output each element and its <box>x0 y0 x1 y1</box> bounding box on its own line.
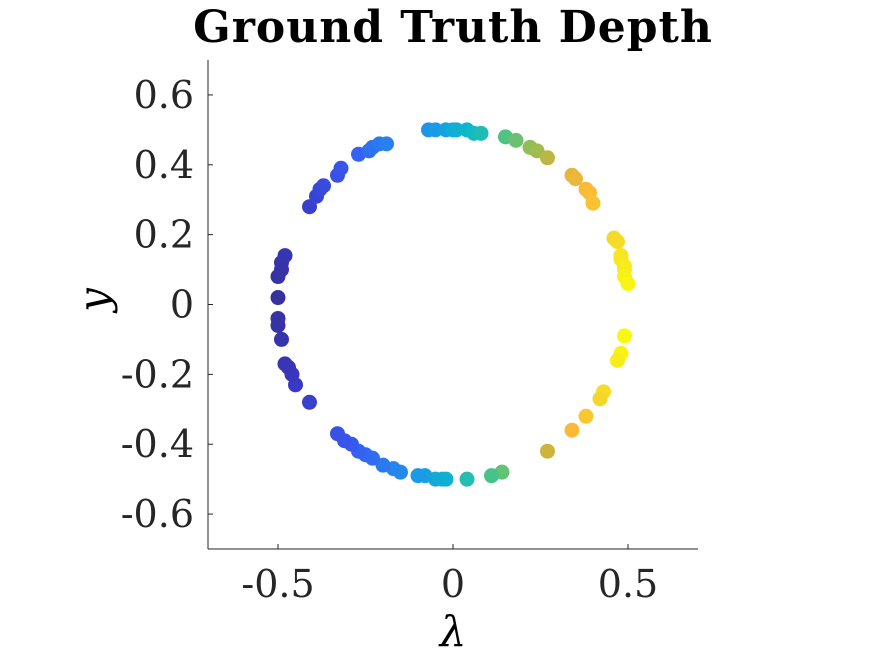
data-point <box>449 122 464 138</box>
data-point <box>540 443 555 459</box>
data-point <box>379 136 394 152</box>
chart-title: Ground Truth Depth <box>193 2 713 53</box>
x-tick-label: -0.5 <box>241 562 314 606</box>
data-point <box>316 178 331 194</box>
data-point <box>564 422 580 438</box>
data-point <box>610 352 625 368</box>
data-point <box>302 394 317 410</box>
y-tick-label: 0.2 <box>134 213 194 257</box>
data-point <box>274 331 289 347</box>
y-tick-label: -0.2 <box>121 352 194 396</box>
data-points <box>270 122 636 487</box>
data-point <box>610 234 625 250</box>
data-point <box>330 426 345 442</box>
data-point <box>585 195 601 211</box>
data-point <box>617 328 632 344</box>
data-point <box>578 408 594 424</box>
data-point <box>592 391 608 407</box>
y-tick-label: -0.6 <box>121 492 194 536</box>
data-point <box>508 132 524 148</box>
data-point <box>473 125 489 141</box>
data-point <box>620 276 636 292</box>
data-point <box>428 122 443 138</box>
data-point <box>270 310 286 326</box>
y-tick-label: -0.4 <box>121 422 194 466</box>
y-tick-label: 0.6 <box>134 73 194 117</box>
y-tick-label: 0 <box>170 283 194 327</box>
x-tick-label: 0 <box>441 562 465 606</box>
data-point <box>568 171 583 187</box>
x-tick-label: 0.5 <box>598 562 658 606</box>
data-point <box>410 468 426 484</box>
data-point <box>270 290 286 306</box>
y-tick-label: 0.4 <box>134 143 194 187</box>
data-point <box>277 248 293 264</box>
y-axis-label: y <box>69 287 118 314</box>
data-point <box>277 356 293 372</box>
axes: 0.6 0.4 0.2 0 -0.2 -0.4 -0.6 -0.5 0 0.5 <box>121 60 698 606</box>
data-point <box>540 150 555 166</box>
data-point <box>484 468 499 484</box>
data-point <box>333 160 349 176</box>
data-point <box>459 471 475 487</box>
x-axis-label: λ <box>438 607 467 656</box>
